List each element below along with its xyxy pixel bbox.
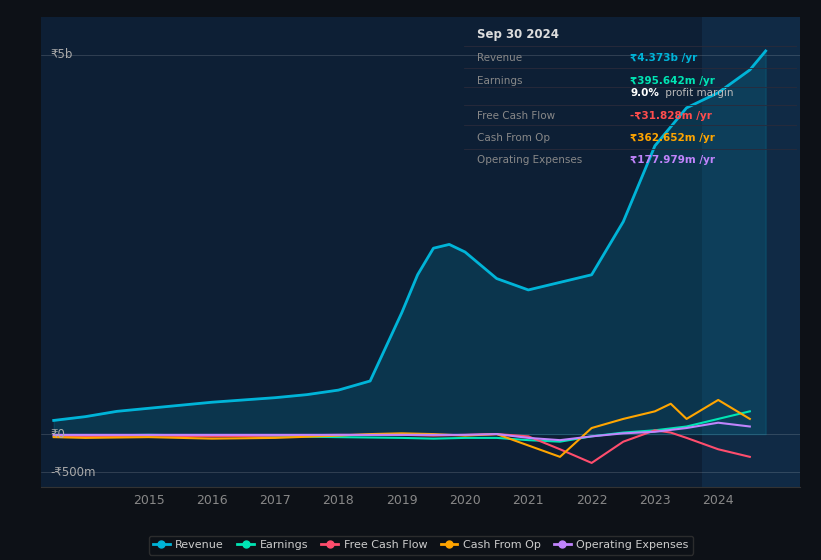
Bar	[703, 17, 800, 487]
Text: -₹500m: -₹500m	[51, 465, 96, 479]
Legend: Revenue, Earnings, Free Cash Flow, Cash From Op, Operating Expenses: Revenue, Earnings, Free Cash Flow, Cash …	[149, 535, 693, 554]
Text: ₹177.979m /yr: ₹177.979m /yr	[631, 156, 715, 165]
Text: -₹31.828m /yr: -₹31.828m /yr	[631, 111, 712, 121]
Text: ₹362.652m /yr: ₹362.652m /yr	[631, 133, 715, 143]
Text: Cash From Op: Cash From Op	[477, 133, 550, 143]
Text: ₹395.642m /yr: ₹395.642m /yr	[631, 76, 715, 86]
Text: 9.0%: 9.0%	[631, 88, 659, 99]
Text: Operating Expenses: Operating Expenses	[477, 156, 582, 165]
Text: Revenue: Revenue	[477, 53, 522, 63]
Text: Earnings: Earnings	[477, 76, 523, 86]
Text: Sep 30 2024: Sep 30 2024	[477, 28, 559, 41]
Text: ₹5b: ₹5b	[51, 48, 73, 61]
Text: ₹4.373b /yr: ₹4.373b /yr	[631, 53, 697, 63]
Text: profit margin: profit margin	[662, 88, 733, 99]
Text: Free Cash Flow: Free Cash Flow	[477, 111, 555, 121]
Text: ₹0: ₹0	[51, 428, 66, 441]
